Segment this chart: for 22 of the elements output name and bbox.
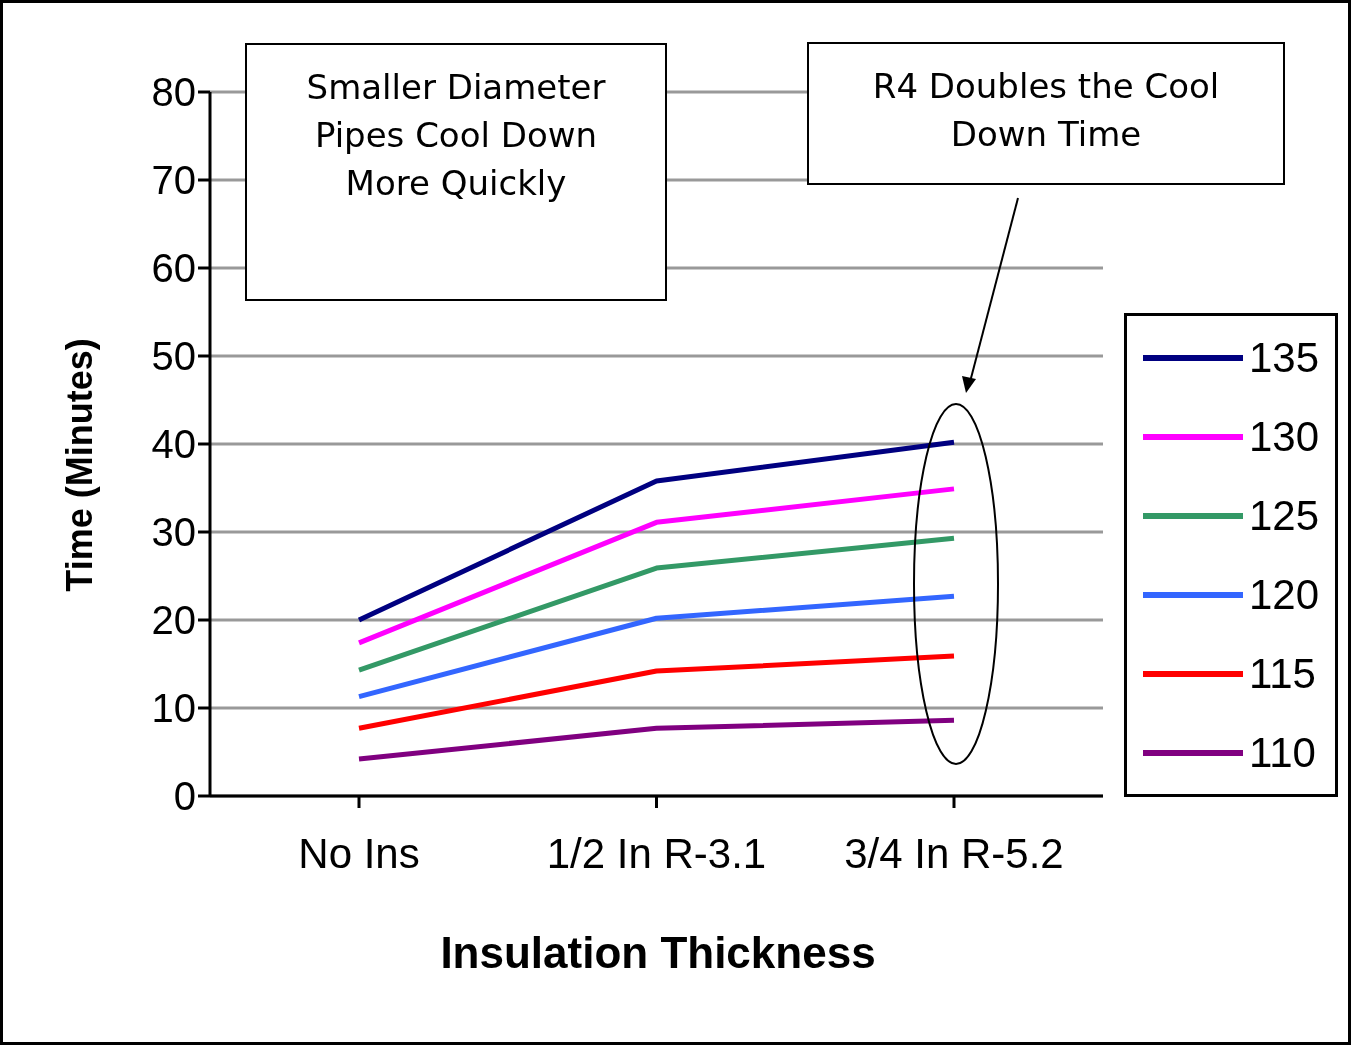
legend-label: 135 (1249, 333, 1320, 382)
y-tick-label: 20 (151, 598, 196, 643)
text-box: Smaller Diameter Pipes Cool Down More Quickly (245, 43, 667, 301)
y-tick-label: 60 (151, 246, 196, 291)
x-tick-label: 3/4 In R-5.2 (844, 829, 1064, 877)
y-tick-label: 0 (173, 774, 196, 819)
y-tick-label: 10 (151, 686, 196, 731)
x-tick-label: 1/2 In R-3.1 (546, 829, 767, 877)
y-tick-label: 40 (151, 422, 196, 467)
legend-label: 115 (1249, 649, 1316, 698)
y-tick-label: 80 (151, 70, 196, 115)
x-axis-title: Insulation Thickness (440, 928, 876, 977)
y-tick-label: 70 (151, 158, 196, 203)
legend-label: 110 (1249, 728, 1316, 777)
x-tick-label: No Ins (298, 829, 420, 877)
y-axis-title: Time (Minutes) (59, 338, 101, 592)
legend-label: 125 (1249, 491, 1320, 540)
legend-label: 130 (1249, 412, 1320, 461)
legend-label: 120 (1249, 570, 1320, 619)
text-box: R4 Doubles the Cool Down Time (807, 42, 1285, 185)
y-tick-label: 50 (151, 334, 196, 379)
y-tick-label: 30 (151, 510, 196, 555)
